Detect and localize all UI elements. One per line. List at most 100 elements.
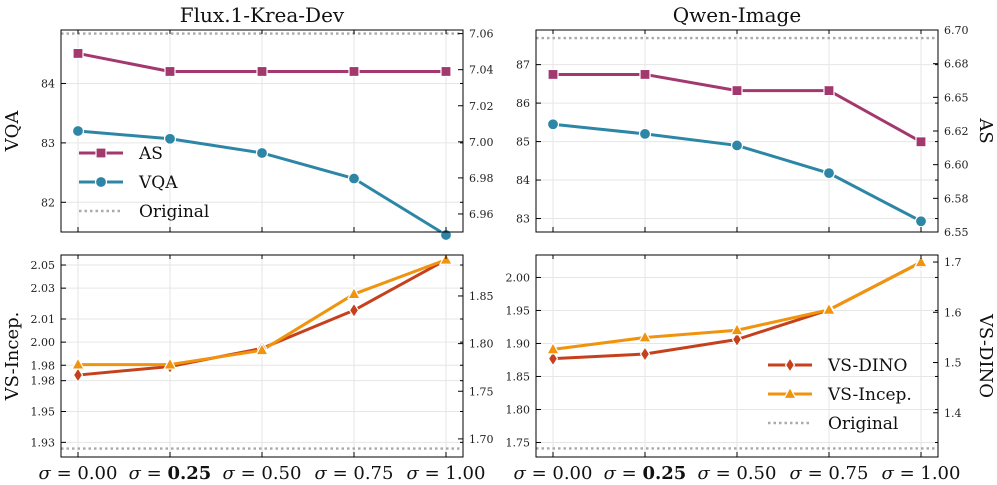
point-vqa (822, 167, 836, 180)
right-tick-label: 7.04 (469, 64, 494, 77)
legend-label-original: Original (828, 414, 898, 434)
chart-flux-bottom: 1.93 1.95 1.98 1.98 2.00 2.01 2.03 2.05 1.70 1.75… (2, 251, 494, 484)
legend-marker-vs_incep (782, 386, 798, 400)
right-tick-label: 1.75 (469, 385, 494, 398)
x-tick-label: σ = 0.50 (223, 463, 302, 484)
x-tick-label: σ = 0.00 (39, 463, 118, 484)
point-vs_incep (637, 329, 653, 343)
left-tick-label: 2.00 (506, 271, 531, 284)
left-tick-label: 2.00 (31, 336, 56, 349)
left-tick-label: 2.01 (31, 313, 56, 326)
left-tick-label: 2.03 (31, 282, 56, 295)
left-tick-label: 1.75 (506, 436, 531, 449)
right-tick-label: 1.85 (469, 290, 494, 303)
left-tick-label: 1.85 (506, 370, 531, 383)
left-tick-label: 1.90 (506, 337, 531, 350)
x-tick-label: σ = 0.25 (129, 463, 212, 484)
y-axis-label-left: VS-Incep. (2, 312, 23, 402)
point-vs_incep (346, 286, 362, 300)
point-vqa (163, 132, 177, 145)
left-tick-label: 1.98 (31, 359, 56, 372)
left-tick-label: 2.05 (31, 259, 56, 272)
left-tick-label: 82 (41, 196, 55, 209)
left-tick-label: 1.95 (31, 406, 56, 419)
x-tick-label: σ = 0.25 (604, 463, 687, 484)
right-tick-label: 1.5 (944, 357, 962, 370)
point-vs_dino (348, 302, 360, 319)
point-as (915, 136, 927, 148)
right-tick-label: 6.65 (944, 91, 969, 104)
right-tick-label: 1.6 (944, 306, 962, 319)
legend-marker-as (95, 147, 107, 159)
point-vs_incep (162, 356, 178, 370)
point-as (823, 84, 835, 97)
right-tick-label: 6.58 (944, 192, 969, 205)
point-vs_dino (547, 350, 559, 367)
point-vqa (347, 172, 361, 185)
left-tick-label: 86 (516, 97, 530, 110)
y-axis-label-left: VQA (2, 110, 23, 153)
right-tick-label: 1.7 (944, 256, 962, 269)
x-tick-label: σ = 0.00 (514, 463, 593, 484)
point-vs_incep (729, 322, 745, 336)
left-tick-label: 1.95 (506, 304, 531, 317)
right-tick-label: 6.55 (944, 226, 969, 239)
x-tick-label: σ = 0.75 (315, 463, 394, 484)
right-tick-label: 7.02 (469, 100, 494, 113)
y-axis-label-right: AS (975, 117, 996, 143)
chart-flux-top: 82 83 84 6.96 6.98 7.00 7.02 7.04 7.06 Flux.1-Kre… (2, 3, 494, 242)
legend-marker-vqa (94, 175, 108, 189)
point-vs_dino (72, 366, 84, 384)
left-tick-label: 1.93 (31, 436, 56, 449)
left-tick-label: 87 (516, 59, 530, 72)
point-vs_incep (70, 356, 86, 370)
chart-title: Qwen-Image (673, 3, 801, 27)
point-as (72, 47, 84, 60)
point-vqa (730, 139, 744, 152)
point-vqa (638, 127, 652, 140)
left-tick-label: 1.80 (506, 403, 531, 416)
legend-label-vs_incep: VS-Incep. (827, 385, 912, 405)
right-tick-label: 6.96 (469, 208, 494, 221)
legend: AS VQA Original (79, 144, 209, 222)
point-as (256, 65, 268, 78)
left-tick-label: 83 (41, 137, 55, 150)
point-as (639, 68, 651, 81)
point-as (164, 65, 176, 78)
legend-label-vqa: VQA (138, 173, 178, 193)
point-vs_incep (821, 302, 837, 315)
right-tick-label: 6.62 (944, 125, 969, 138)
point-vs_dino (639, 345, 651, 363)
legend-label-vs_dino: VS-DINO (827, 356, 907, 376)
right-tick-label: 7.00 (469, 136, 494, 149)
point-as (440, 65, 452, 78)
right-tick-label: 6.68 (944, 58, 969, 71)
point-vqa (546, 118, 560, 131)
point-vs_incep (545, 341, 561, 355)
right-tick-label: 6.98 (469, 172, 494, 185)
point-as (348, 65, 360, 78)
right-tick-label: 7.06 (469, 28, 494, 41)
x-tick-label: σ = 1.00 (407, 463, 486, 484)
x-tick-label: σ = 1.00 (882, 463, 961, 484)
legend-label-as: AS (138, 144, 163, 164)
point-vqa (71, 124, 85, 138)
point-vs_incep (913, 254, 929, 268)
x-tick-label: σ = 0.75 (790, 463, 869, 484)
point-vqa (914, 215, 928, 228)
left-tick-label: 85 (516, 136, 530, 149)
right-tick-label: 6.60 (944, 159, 969, 172)
chart-qwen-bottom: 1.75 1.80 1.85 1.90 1.95 2.00 1.4 1.5 1.6 1.7 σ = … (506, 254, 996, 484)
chart-title: Flux.1-Krea-Dev (180, 3, 345, 27)
right-tick-label: 1.4 (944, 407, 962, 420)
point-as (731, 84, 743, 97)
y-axis-label-right: VS-DINO (975, 313, 996, 398)
point-vs_incep (254, 342, 270, 356)
point-as (547, 68, 559, 81)
right-tick-label: 1.80 (469, 338, 494, 351)
legend-label-original: Original (139, 202, 209, 222)
legend: VS-DINO VS-Incep. Original (768, 356, 912, 434)
right-tick-label: 1.70 (469, 433, 494, 446)
right-tick-label: 6.70 (944, 24, 969, 37)
